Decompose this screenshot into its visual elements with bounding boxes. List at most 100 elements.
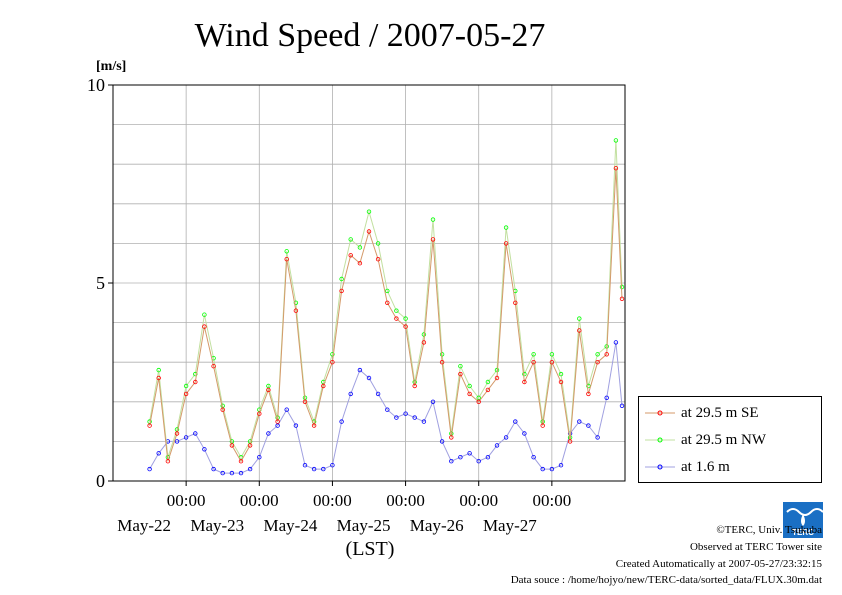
legend-item-nw: at 29.5 m NW — [645, 430, 766, 450]
data-point-0 — [357, 261, 363, 266]
data-point-2 — [183, 435, 189, 440]
data-point-0 — [467, 391, 472, 397]
data-point-0 — [577, 328, 582, 333]
data-point-0 — [366, 229, 372, 234]
y-tick-label: 10 — [87, 75, 105, 95]
data-point-0 — [275, 419, 280, 424]
x-tick-date-label: May-27 — [483, 516, 537, 535]
data-point-0 — [412, 383, 417, 389]
data-point-2 — [321, 466, 326, 472]
data-point-2 — [476, 459, 481, 464]
data-point-0 — [586, 391, 591, 397]
y-ticks: 0 5 10 — [87, 75, 113, 491]
legend-label-low: at 1.6 m — [681, 459, 730, 475]
data-point-2 — [531, 455, 536, 460]
data-point-1 — [531, 352, 536, 357]
data-point-1 — [375, 241, 381, 246]
data-point-2 — [421, 419, 427, 424]
data-point-0 — [385, 300, 390, 305]
data-point-1 — [421, 332, 427, 337]
data-point-2 — [619, 403, 625, 408]
terc-logo-icon: TERC — [783, 502, 823, 538]
data-point-1 — [467, 383, 472, 389]
data-point-2 — [284, 407, 289, 412]
legend-label-nw: at 29.5 m NW — [681, 432, 766, 448]
x-tick-date-label: May-25 — [337, 516, 391, 535]
data-point-2 — [257, 455, 262, 460]
data-point-2 — [385, 407, 390, 412]
x-tick-time-label: 00:00 — [240, 491, 279, 510]
data-point-0 — [247, 443, 253, 448]
x-tick-date-label: May-23 — [190, 516, 244, 535]
x-tick-date-label: May-26 — [410, 516, 464, 535]
data-point-0 — [330, 360, 335, 365]
data-point-0 — [311, 423, 317, 428]
y-axis-label: [m/s] — [96, 59, 126, 74]
data-point-0 — [421, 340, 427, 345]
data-point-0 — [375, 257, 381, 262]
data-point-0 — [321, 383, 326, 389]
observed-text: Observed at TERC Tower site — [689, 541, 822, 553]
data-point-1 — [394, 308, 399, 313]
data-point-1 — [183, 383, 189, 389]
data-point-2 — [238, 470, 244, 476]
data-point-2 — [522, 431, 527, 436]
data-point-1 — [330, 352, 335, 357]
data-point-1 — [284, 249, 289, 254]
data-point-1 — [503, 225, 509, 230]
x-tick-time-label: 00:00 — [459, 491, 498, 510]
data-point-2 — [540, 466, 545, 472]
data-point-0 — [394, 316, 399, 321]
data-point-0 — [202, 324, 207, 329]
series-line-1 — [149, 140, 623, 459]
data-point-1 — [485, 379, 491, 385]
source-text: Data souce : /home/hojyo/new/TERC-data/s… — [510, 574, 822, 586]
data-point-2 — [220, 470, 225, 476]
data-point-0 — [339, 288, 344, 294]
data-point-2 — [412, 415, 417, 420]
data-point-0 — [257, 411, 262, 416]
data-point-2 — [339, 419, 344, 424]
data-point-1 — [558, 371, 564, 377]
x-tick-date-label: May-22 — [117, 516, 171, 535]
x-tick-time-label: 00:00 — [386, 491, 425, 510]
data-point-0 — [494, 375, 500, 381]
data-point-2 — [229, 470, 235, 476]
data-point-2 — [577, 419, 582, 424]
data-point-2 — [357, 367, 363, 373]
data-point-0 — [220, 407, 225, 412]
data-point-1 — [339, 276, 344, 282]
legend-swatch-low — [645, 464, 675, 470]
data-point-1 — [430, 217, 436, 222]
data-point-2 — [174, 439, 180, 444]
data-point-1 — [348, 237, 353, 242]
data-point-0 — [156, 375, 161, 381]
data-point-0 — [604, 352, 609, 357]
data-point-0 — [266, 387, 271, 393]
data-point-0 — [211, 364, 216, 369]
data-point-2 — [595, 435, 600, 440]
x-tick-time-label: 00:00 — [532, 491, 571, 510]
data-point-2 — [604, 395, 609, 400]
data-point-0 — [522, 379, 527, 385]
data-point-2 — [275, 423, 280, 428]
series-line-0 — [149, 168, 623, 463]
data-point-2 — [430, 399, 436, 404]
data-point-2 — [586, 423, 591, 428]
data-point-0 — [558, 379, 564, 385]
data-point-1 — [366, 209, 372, 214]
data-point-2 — [549, 466, 555, 472]
data-point-1 — [156, 367, 161, 373]
data-point-2 — [403, 411, 408, 416]
data-point-0 — [540, 423, 545, 428]
y-tick-label: 0 — [96, 471, 105, 491]
data-point-2 — [458, 455, 463, 460]
data-point-2 — [302, 463, 308, 468]
data-point-0 — [174, 431, 180, 436]
chart-title: Wind Speed / 2007-05-27 — [195, 17, 546, 54]
data-point-2 — [330, 463, 335, 468]
data-point-2 — [449, 459, 454, 464]
data-point-1 — [577, 316, 582, 321]
data-point-2 — [247, 466, 253, 472]
data-point-2 — [394, 415, 399, 420]
